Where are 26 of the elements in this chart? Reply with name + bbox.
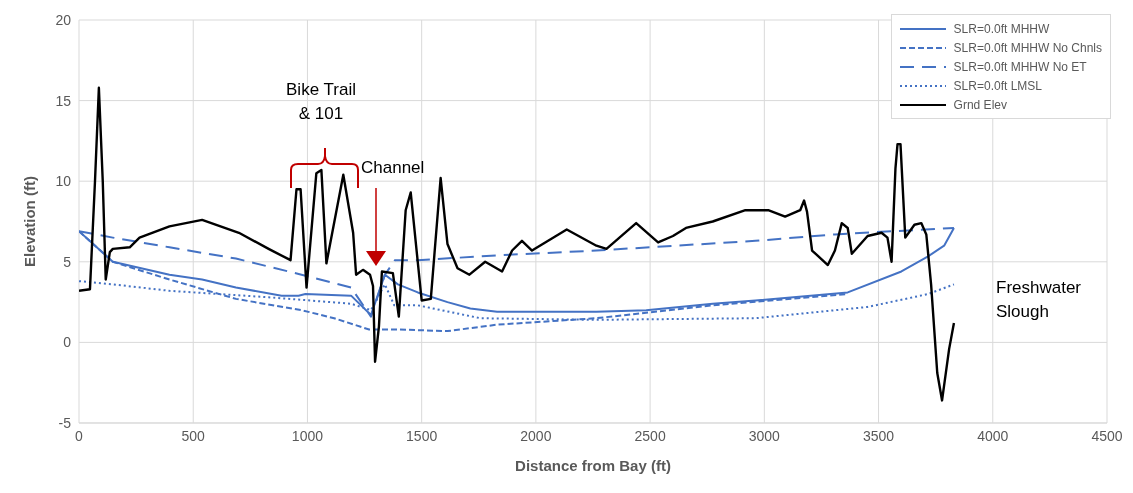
x-axis-title: Distance from Bay (ft) bbox=[515, 457, 671, 474]
x-tick-label: 1500 bbox=[406, 427, 438, 444]
y-tick-label: 20 bbox=[55, 11, 72, 28]
legend-label: SLR=0.0ft LMSL bbox=[953, 78, 1042, 93]
x-tick-label: 0 bbox=[75, 427, 84, 444]
x-tick-label: 500 bbox=[181, 427, 206, 444]
x-tick-label: 4000 bbox=[977, 427, 1009, 444]
legend-label: SLR=0.0ft MHHW bbox=[953, 21, 1050, 36]
x-tick-label: 4500 bbox=[1091, 427, 1123, 444]
annotation: Freshwater Slough bbox=[996, 277, 1083, 323]
legend-label: SLR=0.0ft MHHW No Chnls bbox=[953, 40, 1102, 55]
x-tick-label: 1000 bbox=[291, 427, 324, 444]
legend-label: Grnd Elev bbox=[953, 97, 1007, 112]
legend-label: SLR=0.0ft MHHW No ET bbox=[953, 59, 1087, 74]
x-tick-label: 2000 bbox=[520, 427, 552, 444]
y-tick-label: 15 bbox=[55, 92, 72, 109]
annotation: Channel bbox=[361, 157, 426, 179]
y-tick-label: 5 bbox=[63, 253, 72, 270]
y-tick-label: -5 bbox=[58, 414, 72, 431]
y-tick-label: 10 bbox=[55, 173, 72, 190]
annotation: Bike Trail & 101 bbox=[285, 79, 357, 125]
y-tick-label: 0 bbox=[63, 334, 72, 351]
x-tick-label: 2500 bbox=[634, 427, 666, 444]
x-tick-label: 3500 bbox=[862, 427, 895, 444]
y-axis-title: Elevation (ft) bbox=[21, 176, 39, 267]
x-tick-label: 3000 bbox=[748, 427, 781, 444]
